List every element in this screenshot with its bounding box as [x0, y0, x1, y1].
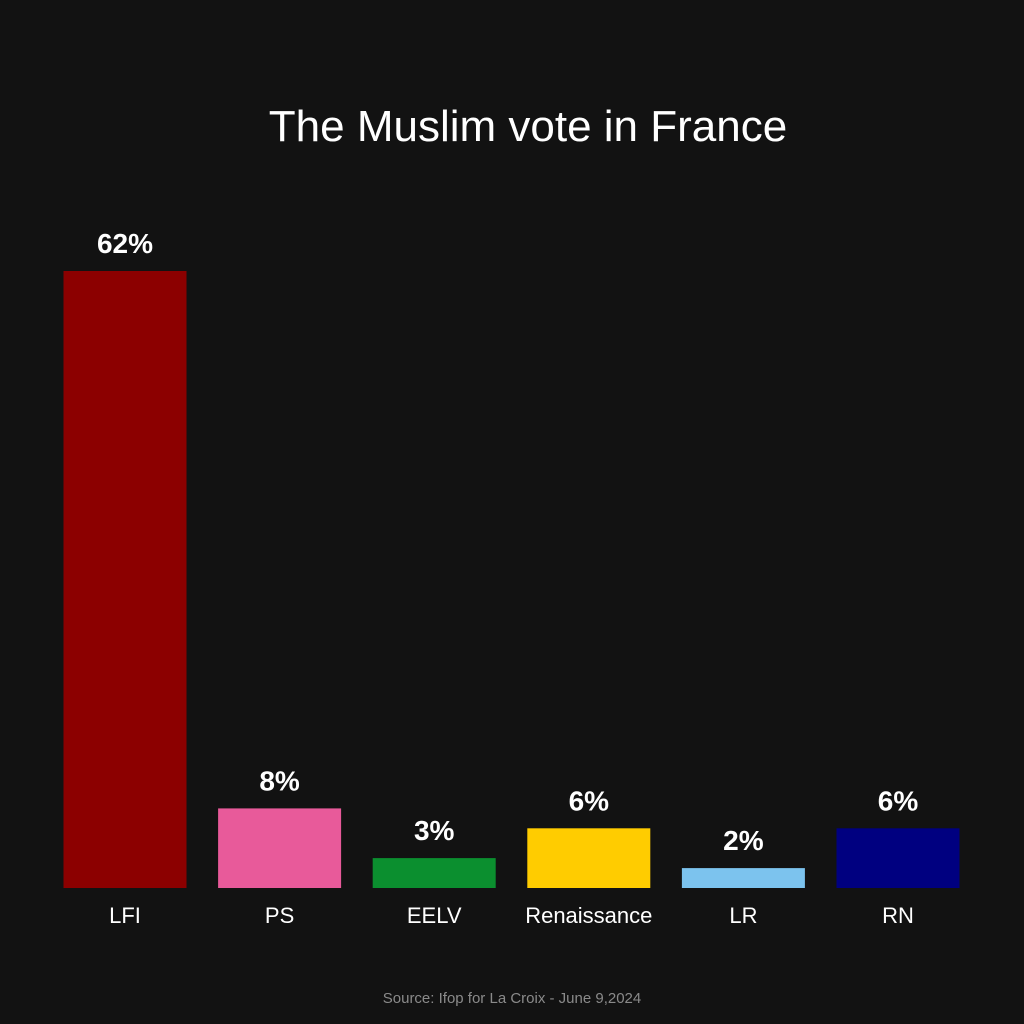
bars-group: 62% LFI 8% PS 3% EELV 6% Renaissance 2% LR 6% RN	[63, 228, 960, 928]
bar-rn	[836, 828, 960, 888]
bar-eelv	[372, 858, 496, 888]
value-label-lr: 2%	[723, 825, 764, 856]
bar-lr	[681, 868, 805, 888]
value-label-lfi: 62%	[97, 228, 153, 259]
category-label-lr: LR	[729, 903, 757, 928]
bar-renaissance	[527, 828, 651, 888]
bar-ps	[218, 808, 342, 888]
value-label-renaissance: 6%	[569, 785, 610, 816]
category-label-lfi: LFI	[109, 903, 141, 928]
source-note: Source: Ifop for La Croix - June 9,2024	[383, 990, 641, 1007]
value-label-rn: 6%	[878, 785, 919, 816]
category-label-eelv: EELV	[407, 903, 462, 928]
category-label-rn: RN	[882, 903, 914, 928]
value-label-ps: 8%	[259, 765, 300, 796]
category-label-renaissance: Renaissance	[525, 903, 652, 928]
bar-lfi	[63, 271, 187, 888]
value-label-eelv: 3%	[414, 815, 455, 846]
category-label-ps: PS	[265, 903, 294, 928]
chart-title: The Muslim vote in France	[269, 102, 787, 151]
